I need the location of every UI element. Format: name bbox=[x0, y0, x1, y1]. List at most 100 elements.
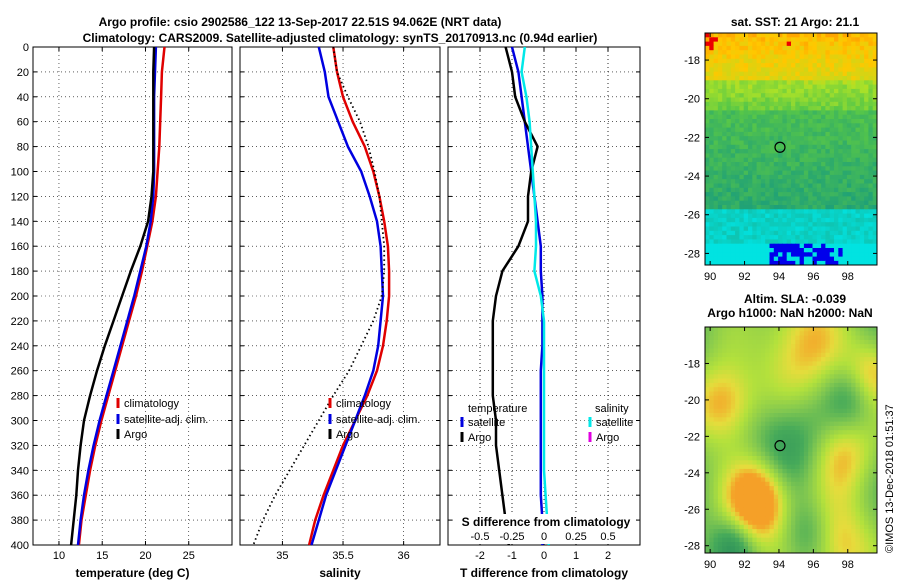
legend-label: Argo bbox=[468, 432, 491, 444]
map-cell bbox=[782, 235, 788, 240]
map-cell bbox=[730, 33, 736, 38]
map-cell bbox=[821, 45, 826, 51]
map-cell bbox=[864, 41, 869, 47]
map-cell bbox=[778, 200, 783, 206]
map-cell bbox=[791, 106, 796, 111]
map-cell bbox=[717, 404, 723, 410]
map-cell bbox=[743, 451, 749, 457]
map-cell bbox=[795, 387, 801, 393]
map-cell bbox=[748, 97, 753, 103]
map-cell bbox=[735, 335, 740, 341]
map-cell bbox=[726, 456, 732, 461]
map-cell bbox=[730, 166, 736, 172]
map-cell bbox=[791, 217, 796, 223]
map-cell bbox=[838, 524, 844, 530]
map-cell bbox=[872, 537, 877, 543]
map-cell bbox=[713, 58, 719, 64]
map-cell bbox=[735, 187, 740, 193]
map-cell bbox=[864, 123, 869, 129]
map-cell bbox=[834, 490, 839, 496]
map-cell bbox=[730, 348, 736, 354]
map-cell bbox=[812, 174, 818, 180]
map-cell bbox=[730, 400, 736, 405]
map-cell bbox=[765, 256, 771, 262]
map-cell bbox=[851, 352, 857, 358]
map-cell bbox=[864, 170, 869, 176]
map-cell bbox=[748, 131, 753, 137]
map-cell bbox=[722, 88, 728, 94]
map-cell bbox=[846, 400, 852, 405]
map-cell bbox=[735, 357, 740, 362]
map-cell bbox=[765, 196, 771, 202]
map-cell bbox=[709, 537, 715, 543]
sla-map-title-2: Argo h1000: NaN h2000: NaN bbox=[707, 306, 872, 320]
map-cell bbox=[868, 157, 874, 163]
map-cell bbox=[855, 114, 861, 120]
map-cell bbox=[864, 395, 869, 401]
map-cell bbox=[760, 408, 766, 414]
map-cell bbox=[730, 243, 736, 249]
map-cell bbox=[803, 382, 809, 388]
map-cell bbox=[705, 63, 710, 68]
map-cell bbox=[739, 106, 745, 111]
map-cell bbox=[795, 499, 801, 504]
map-cell bbox=[722, 217, 728, 223]
map-cell bbox=[821, 533, 826, 539]
map-cell bbox=[821, 507, 826, 513]
map-cell bbox=[846, 101, 852, 107]
map-cell bbox=[834, 162, 839, 167]
map-cell bbox=[760, 205, 766, 210]
map-y-tick-label: -20 bbox=[684, 94, 700, 106]
map-cell bbox=[709, 136, 715, 142]
map-cell bbox=[735, 507, 740, 513]
map-cell bbox=[803, 144, 809, 150]
map-cell bbox=[821, 378, 826, 384]
map-cell bbox=[842, 335, 848, 341]
map-cell bbox=[834, 106, 839, 111]
map-cell bbox=[859, 80, 865, 86]
map-cell bbox=[851, 256, 857, 262]
map-cell bbox=[872, 378, 877, 384]
map-cell bbox=[855, 226, 861, 232]
map-cell bbox=[803, 352, 809, 358]
map-cell bbox=[726, 119, 732, 124]
map-cell bbox=[851, 348, 857, 354]
map-cell bbox=[803, 235, 809, 240]
map-cell bbox=[808, 430, 814, 436]
map-cell bbox=[855, 546, 861, 552]
map-cell bbox=[799, 477, 805, 483]
map-cell bbox=[752, 183, 758, 189]
map-cell bbox=[769, 106, 775, 111]
map-cell bbox=[713, 110, 719, 116]
map-cell bbox=[834, 136, 839, 142]
map-cell bbox=[795, 550, 801, 553]
map-cell bbox=[799, 140, 805, 146]
map-cell bbox=[803, 460, 809, 466]
map-cell bbox=[808, 239, 814, 245]
map-cell bbox=[705, 239, 710, 245]
map-cell bbox=[760, 451, 766, 457]
map-cell bbox=[769, 533, 775, 539]
map-cell bbox=[808, 136, 814, 142]
map-cell bbox=[743, 473, 749, 479]
map-cell bbox=[864, 80, 869, 86]
map-cell bbox=[713, 84, 719, 90]
map-cell bbox=[872, 196, 877, 202]
map-cell bbox=[735, 222, 740, 228]
map-cell bbox=[825, 533, 831, 539]
map-cell bbox=[799, 192, 805, 197]
map-cell bbox=[825, 404, 831, 410]
map-cell bbox=[717, 179, 723, 185]
map-cell bbox=[834, 93, 839, 99]
map-cell bbox=[842, 348, 848, 354]
map-cell bbox=[739, 76, 745, 81]
map-cell bbox=[722, 196, 728, 202]
y-tick-label: 40 bbox=[17, 92, 29, 104]
map-cell bbox=[803, 84, 809, 90]
map-cell bbox=[782, 200, 788, 206]
map-cell bbox=[829, 404, 835, 410]
map-cell bbox=[735, 361, 740, 367]
map-cell bbox=[782, 256, 788, 262]
map-cell bbox=[739, 205, 745, 210]
map-cell bbox=[765, 490, 771, 496]
